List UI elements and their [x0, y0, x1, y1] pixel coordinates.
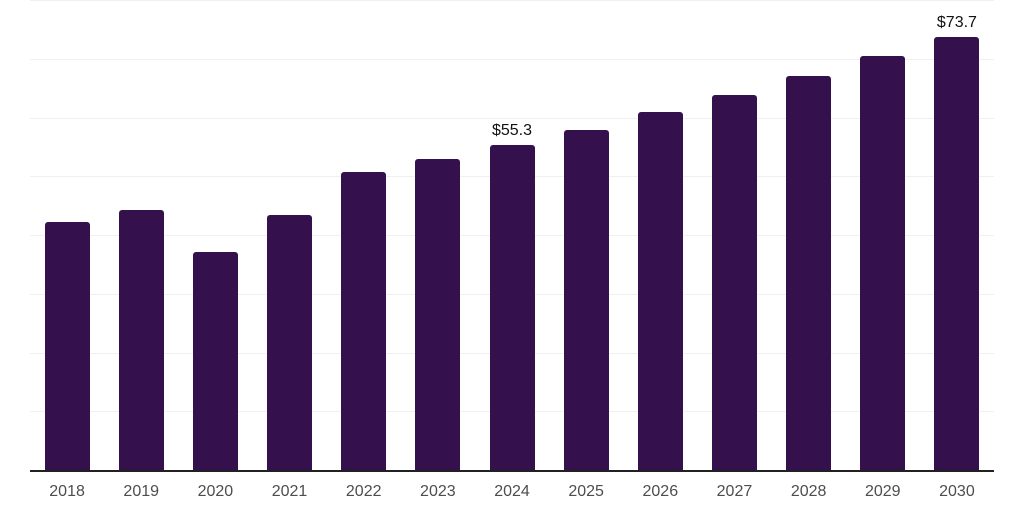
- gridline: [30, 117, 994, 119]
- x-tick-label: 2021: [271, 483, 308, 500]
- bar-2021: [267, 215, 313, 470]
- x-tick-label: 2028: [790, 483, 827, 500]
- x-tick-label: 2022: [345, 483, 382, 500]
- plot-area: $55.3 $73.7: [30, 0, 994, 472]
- x-tick-label: 2027: [716, 483, 753, 500]
- x-tick-label: 2026: [642, 483, 679, 500]
- bar-2029: [860, 56, 906, 470]
- bar-2018: [44, 222, 90, 470]
- x-tick-label: 2025: [568, 483, 604, 500]
- bar-2019: [118, 210, 164, 470]
- bar-2027: [711, 95, 757, 470]
- gridline: [30, 58, 994, 60]
- x-tick-label: 2030: [939, 483, 975, 500]
- x-axis-labels: 2018 2019 2020 2021 2022 2023 2024 2025 2026 2027…: [30, 482, 994, 506]
- bar-2022: [341, 172, 387, 470]
- bar-2030: [934, 37, 980, 470]
- bar-2023: [415, 158, 461, 470]
- x-tick-label: 2018: [49, 483, 85, 500]
- x-tick-label: 2019: [123, 483, 160, 500]
- bar-2020: [192, 252, 238, 470]
- gridline: [30, 0, 994, 1]
- bar-value-label: $55.3: [491, 122, 533, 140]
- bar-2024: [489, 145, 535, 470]
- bar-2025: [563, 129, 609, 470]
- bar-value-label: $73.7: [936, 14, 977, 32]
- x-tick-label: 2023: [420, 483, 456, 500]
- bar-2028: [786, 75, 832, 470]
- x-tick-label: 2024: [494, 483, 530, 500]
- x-tick-label: 2029: [864, 483, 901, 500]
- bar-2026: [637, 112, 683, 470]
- x-tick-label: 2020: [197, 483, 234, 500]
